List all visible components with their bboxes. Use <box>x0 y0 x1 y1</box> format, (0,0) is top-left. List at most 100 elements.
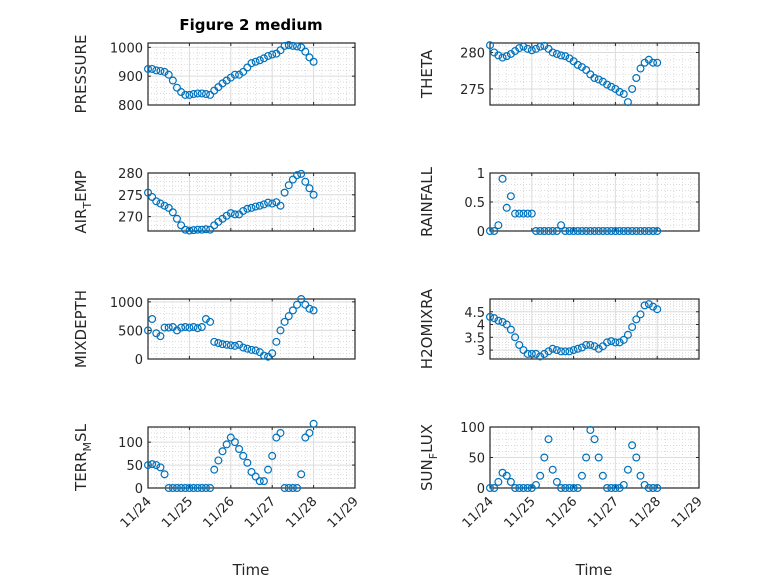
data-point <box>152 461 161 470</box>
data-point <box>152 197 161 206</box>
data-point <box>185 484 194 493</box>
data-point <box>523 209 532 218</box>
data-point <box>259 351 268 360</box>
data-point <box>206 90 215 99</box>
data-point <box>243 204 252 213</box>
axes-box <box>147 42 356 106</box>
data-point <box>293 171 302 180</box>
data-point <box>309 419 318 428</box>
data-point <box>644 300 653 309</box>
data-point <box>527 349 536 358</box>
data-point <box>288 484 297 493</box>
data-point <box>148 64 157 73</box>
data-point <box>177 221 186 230</box>
data-point <box>531 480 540 489</box>
data-point <box>623 330 632 339</box>
y-tick-label: 270 <box>118 211 143 226</box>
data-point <box>255 201 264 210</box>
data-point <box>548 227 557 236</box>
data-point <box>653 484 662 493</box>
y-tick-label: 280 <box>118 167 143 182</box>
data-point <box>144 461 153 470</box>
data-point <box>201 484 210 493</box>
data-point <box>305 304 314 313</box>
plot-area <box>148 43 355 105</box>
data-point <box>210 465 219 474</box>
subplot-air-temp: 270 275 280 AIRTEMP <box>72 167 356 235</box>
data-point <box>197 225 206 234</box>
data-point <box>490 484 499 493</box>
data-point <box>243 63 252 72</box>
data-point <box>148 460 157 469</box>
data-point <box>293 484 302 493</box>
data-point <box>619 480 628 489</box>
data-point <box>247 59 256 68</box>
data-point <box>276 46 285 55</box>
data-point <box>603 80 612 89</box>
y-tick-label: 0.5 <box>464 196 485 211</box>
data-point <box>511 333 520 342</box>
data-point <box>577 227 586 236</box>
data-point <box>632 453 641 462</box>
plot-area <box>490 43 699 105</box>
data-point <box>649 227 658 236</box>
data-point <box>185 323 194 332</box>
y-tick-label: 3 <box>477 344 485 359</box>
data-point <box>210 337 219 346</box>
data-point <box>548 48 557 57</box>
y-tick-label: 275 <box>460 83 485 98</box>
data-point <box>649 302 658 311</box>
data-point <box>164 323 173 332</box>
data-point <box>172 484 181 493</box>
data-point <box>297 169 306 178</box>
data-point <box>531 227 540 236</box>
y-tick-label: 0 <box>477 482 485 497</box>
data-point <box>230 70 239 79</box>
data-point <box>590 435 599 444</box>
y-tick-label: 1000 <box>110 41 143 56</box>
subplot-mixdepth: 0 500 1000 MIXDEPTH <box>72 290 356 368</box>
data-point <box>619 335 628 344</box>
data-point <box>305 428 314 437</box>
data-point <box>540 453 549 462</box>
data-point <box>164 70 173 79</box>
data-point <box>301 177 310 186</box>
data-point <box>607 82 616 91</box>
data-point <box>255 56 264 65</box>
data-point <box>214 339 223 348</box>
data-point <box>494 477 503 486</box>
data-point <box>293 300 302 309</box>
data-point <box>230 210 239 219</box>
data-point <box>594 453 603 462</box>
data-point <box>222 440 231 449</box>
y-tick-label: 500 <box>118 324 143 339</box>
data-point <box>181 90 190 99</box>
data-point <box>527 209 536 218</box>
data-point <box>565 347 574 356</box>
data-point <box>636 310 645 319</box>
data-point <box>607 484 616 493</box>
data-point <box>515 209 524 218</box>
data-point <box>561 52 570 61</box>
y-tick-label: 0 <box>135 353 143 368</box>
data-point <box>305 184 314 193</box>
x-tick-label: 11/29 <box>669 494 706 531</box>
x-tick-label: 11/27 <box>242 494 279 531</box>
data-point <box>243 344 252 353</box>
data-point <box>301 47 310 56</box>
data-point <box>172 214 181 223</box>
data-point <box>268 451 277 460</box>
data-point <box>251 472 260 481</box>
data-point <box>607 227 616 236</box>
data-point <box>644 484 653 493</box>
data-point <box>552 49 561 58</box>
data-point <box>268 50 277 59</box>
data-point <box>243 458 252 467</box>
data-point <box>615 338 624 347</box>
x-tick-label: 11/24 <box>460 494 497 531</box>
subplot-h2omixra: 33.544.5 H2OMIXRA <box>418 288 700 369</box>
data-point <box>148 315 157 324</box>
data-point <box>148 192 157 201</box>
data-point <box>502 471 511 480</box>
